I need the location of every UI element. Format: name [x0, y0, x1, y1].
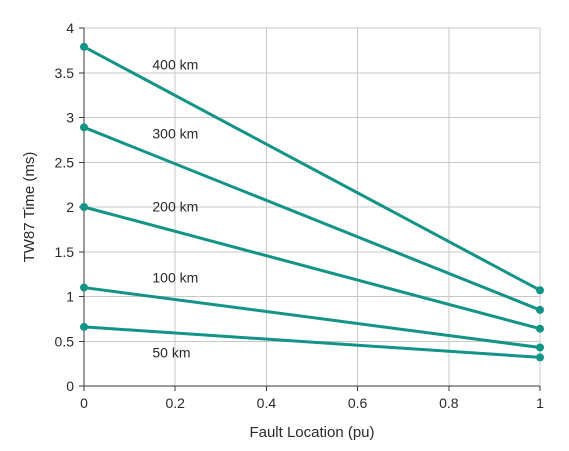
- series-group: 400 km: [80, 42, 544, 295]
- x-tick-label: 1: [536, 395, 544, 411]
- data-point: [80, 283, 88, 292]
- y-axis-ticks: 0 0.5 1 1.5 2 2.5 3 3.5 4: [55, 20, 84, 394]
- y-axis-title: TW87 Time (ms): [21, 152, 38, 263]
- series-line: [82, 325, 542, 359]
- x-tick-label: 0.2: [165, 395, 185, 411]
- series-group: 200 km: [80, 198, 544, 333]
- y-tick-label: 0.5: [55, 333, 75, 349]
- series: 400 km 300 km 200 km 100 km 50 km: [80, 42, 544, 362]
- data-point: [536, 353, 544, 362]
- x-tick-label: 0: [80, 395, 88, 411]
- x-axis-ticks: 0 0.2 0.4 0.6 0.8 1: [80, 386, 544, 411]
- series-label: 200 km: [152, 198, 198, 214]
- y-tick-label: 3: [66, 110, 74, 126]
- series-group: 100 km: [80, 270, 544, 352]
- data-point: [80, 42, 88, 51]
- series-label: 400 km: [152, 56, 198, 72]
- series-group: 50 km: [80, 322, 544, 362]
- y-tick-label: 0: [66, 378, 74, 394]
- grid: [83, 27, 541, 387]
- series-label: 100 km: [152, 270, 198, 286]
- y-tick-label: 4: [66, 20, 74, 36]
- data-point: [80, 322, 88, 331]
- data-point: [536, 324, 544, 333]
- data-point: [80, 203, 88, 211]
- y-tick-label: 1: [66, 289, 74, 305]
- x-axis-title: Fault Location (pu): [249, 424, 374, 441]
- y-tick-label: 2: [66, 199, 74, 215]
- series-label: 50 km: [152, 344, 190, 360]
- x-tick-label: 0.4: [257, 395, 277, 411]
- data-point: [80, 123, 88, 132]
- series-label: 300 km: [152, 126, 198, 142]
- data-point: [536, 305, 544, 314]
- x-tick-label: 0.6: [348, 395, 368, 411]
- y-tick-label: 1.5: [55, 244, 75, 260]
- series-line: [82, 286, 542, 350]
- x-tick-label: 0.8: [439, 395, 459, 411]
- series-line: [82, 205, 542, 331]
- series-line: [82, 45, 542, 292]
- data-point: [536, 286, 544, 295]
- y-tick-label: 2.5: [55, 154, 75, 170]
- series-group: 300 km: [80, 123, 544, 314]
- series-line: [82, 125, 542, 312]
- data-point: [536, 343, 544, 352]
- y-tick-label: 3.5: [55, 65, 75, 81]
